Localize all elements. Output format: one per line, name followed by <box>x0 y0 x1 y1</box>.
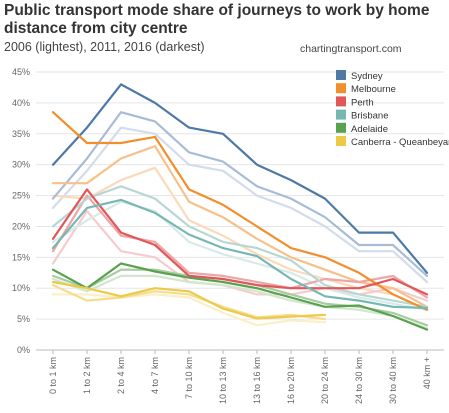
legend-label: Sydney <box>351 71 383 82</box>
legend-swatch <box>336 136 346 146</box>
x-tick-label: 24 to 30 km <box>354 357 364 404</box>
chart-subtitle: 2006 (lightest), 2011, 2016 (darkest) <box>4 40 205 54</box>
legend-label: Melbourne <box>351 84 396 95</box>
x-tick-label: 2 to 4 km <box>116 357 126 394</box>
legend-swatch <box>336 122 346 133</box>
series-line-adelaide-2006 <box>51 274 429 330</box>
series-line-brisbane-2011 <box>51 185 429 308</box>
y-tick-label: 25% <box>12 191 30 201</box>
series-line-brisbane-2006 <box>51 200 429 311</box>
series-line-canberra-queanbeyan-2006 <box>51 293 327 327</box>
legend-swatch <box>336 109 346 120</box>
y-tick-label: 5% <box>17 314 30 324</box>
x-tick-label: 13 to 16 km <box>252 357 262 404</box>
legend-swatch <box>336 70 346 80</box>
y-tick-label: 10% <box>12 283 30 293</box>
x-tick-label: 40 km + <box>422 357 432 389</box>
legend-label: Adelaide <box>351 124 388 135</box>
x-tick-label: 1 to 2 km <box>82 357 92 394</box>
series-line-melbourne-2011 <box>51 145 429 308</box>
chart-legend: Sydney Melbourne Perth Brisbane Adelaide Canb… <box>336 70 449 148</box>
x-axis: 0 to 1 km 1 to 2 km 2 to 4 km 4 to 7 km 7 to… <box>48 350 432 404</box>
series-line-sydney-2011 <box>51 111 429 277</box>
series-line-canberra-queanbeyan-2011 <box>51 284 327 321</box>
series-line-brisbane-2016 <box>51 198 429 310</box>
plot-area <box>51 83 429 331</box>
chart-credit: chartingtransport.com <box>300 43 402 55</box>
x-tick-label: 16 to 20 km <box>286 357 296 404</box>
legend-label: Brisbane <box>351 111 389 122</box>
series-line-sydney-2006 <box>51 126 429 284</box>
x-tick-label: 10 to 13 km <box>218 357 228 404</box>
series-line-perth-2016 <box>51 188 429 296</box>
y-axis: 0% 5% 10% 15% 20% 25% 30% 35% 40% 45% <box>12 67 30 355</box>
y-tick-label: 40% <box>12 98 30 108</box>
x-tick-label: 30 to 40 km <box>388 357 398 404</box>
series-line-melbourne-2016 <box>51 111 429 311</box>
series-line-canberra-queanbeyan-2016 <box>51 280 327 320</box>
y-tick-label: 15% <box>12 252 30 262</box>
y-tick-label: 35% <box>12 129 30 139</box>
y-tick-label: 45% <box>12 67 30 77</box>
legend-label: Canberra - Queanbeyan <box>351 137 449 148</box>
series-line-perth-2006 <box>51 209 429 302</box>
x-tick-label: 7 to 10 km <box>184 357 194 399</box>
y-tick-label: 0% <box>17 345 30 355</box>
x-tick-label: 0 to 1 km <box>48 357 58 394</box>
legend-swatch <box>336 83 346 94</box>
series-line-sydney-2016 <box>51 83 429 274</box>
y-tick-label: 30% <box>12 160 30 170</box>
x-tick-label: 20 to 24 km <box>320 357 330 404</box>
legend-swatch <box>336 96 346 107</box>
x-tick-label: 4 to 7 km <box>150 357 160 394</box>
y-tick-label: 20% <box>12 221 30 231</box>
series-line-perth-2011 <box>51 194 429 299</box>
legend-label: Perth <box>351 97 374 108</box>
series-line-adelaide-2016 <box>51 262 429 331</box>
chart-title: Public transport mode share of journeys … <box>4 2 430 37</box>
